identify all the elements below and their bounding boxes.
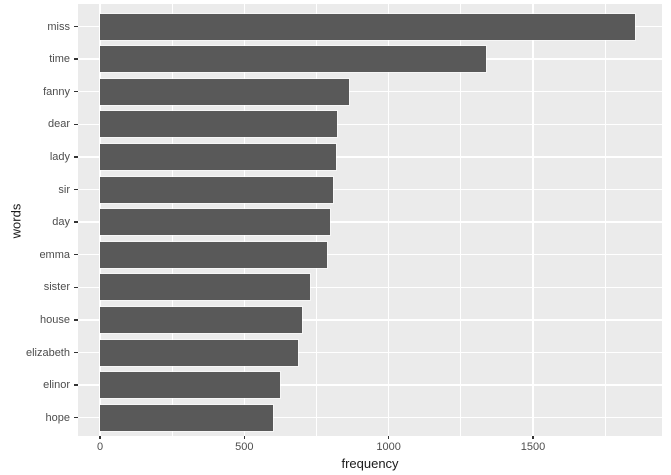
- gridline-major-y-fanny: [78, 90, 662, 93]
- y-tick-label-day: day: [52, 216, 70, 229]
- gridline-major-y-elinor: [78, 384, 662, 386]
- gridline-major-y-house: [78, 319, 662, 321]
- y-tick-mark: [74, 351, 78, 354]
- x-axis-title: frequency: [341, 456, 399, 471]
- y-tick-label-elizabeth: elizabeth: [25, 346, 70, 359]
- y-tick-mark: [74, 156, 78, 158]
- gridline-major-x-1000: [387, 4, 390, 436]
- y-tick-mark: [74, 25, 78, 28]
- y-tick-mark: [74, 58, 78, 60]
- y-tick-label-fanny: fanny: [43, 85, 70, 98]
- y-tick-mark: [74, 319, 78, 321]
- gridline-major-y-hope: [78, 416, 662, 419]
- bar-hope: [100, 404, 274, 431]
- x-tick-label-1000: 1000: [376, 441, 401, 453]
- bar-dear: [100, 111, 338, 138]
- bar-elinor: [100, 372, 280, 399]
- gridline-minor-x-1750: [604, 4, 606, 436]
- y-tick-mark: [74, 253, 78, 256]
- x-tick-mark: [99, 436, 101, 439]
- bar-sir: [100, 176, 333, 203]
- plot-panel: [78, 4, 662, 436]
- y-tick-mark: [74, 416, 78, 419]
- y-tick-label-sister: sister: [43, 281, 70, 294]
- gridline-major-y-lady: [78, 156, 662, 158]
- y-tick-label-miss: miss: [47, 20, 70, 33]
- bar-miss: [100, 13, 636, 40]
- y-tick-label-house: house: [40, 313, 70, 326]
- y-tick-label-dear: dear: [47, 118, 70, 131]
- gridline-minor-x-1250: [460, 4, 462, 436]
- y-tick-mark: [74, 123, 78, 126]
- y-tick-label-sir: sir: [58, 183, 70, 196]
- x-tick-mark: [243, 436, 246, 439]
- x-tick-mark: [532, 436, 534, 439]
- y-tick-mark: [74, 221, 78, 223]
- x-tick-label-0: 0: [96, 441, 104, 453]
- y-tick-label-elinor: elinor: [43, 379, 70, 392]
- bar-emma: [100, 241, 328, 268]
- x-tick-label-1500: 1500: [520, 441, 546, 453]
- x-tick-mark: [387, 436, 390, 439]
- bar-sister: [100, 274, 310, 301]
- gridline-major-y-elizabeth: [78, 351, 662, 354]
- y-tick-mark: [74, 286, 78, 289]
- gridline-major-y-sister: [78, 286, 662, 289]
- bar-fanny: [100, 78, 349, 105]
- bar-day: [100, 209, 331, 236]
- y-axis-title: words: [8, 203, 24, 239]
- y-tick-label-hope: hope: [45, 411, 70, 424]
- x-tick-label-500: 500: [235, 441, 254, 453]
- bar-time: [100, 46, 486, 73]
- gridline-major-y-day: [78, 221, 662, 223]
- y-tick-mark: [74, 188, 78, 191]
- bar-lady: [100, 143, 336, 170]
- y-tick-label-emma: emma: [39, 248, 70, 261]
- gridline-major-y-sir: [78, 188, 662, 191]
- y-tick-label-time: time: [49, 53, 70, 66]
- bar-house: [100, 306, 302, 333]
- y-tick-mark: [74, 90, 78, 93]
- gridline-major-x-1500: [532, 4, 534, 436]
- y-tick-label-lady: lady: [49, 150, 70, 163]
- gridline-major-y-dear: [78, 123, 662, 126]
- bar-elizabeth: [100, 339, 299, 366]
- y-tick-mark: [74, 384, 78, 386]
- gridline-major-y-emma: [78, 253, 662, 256]
